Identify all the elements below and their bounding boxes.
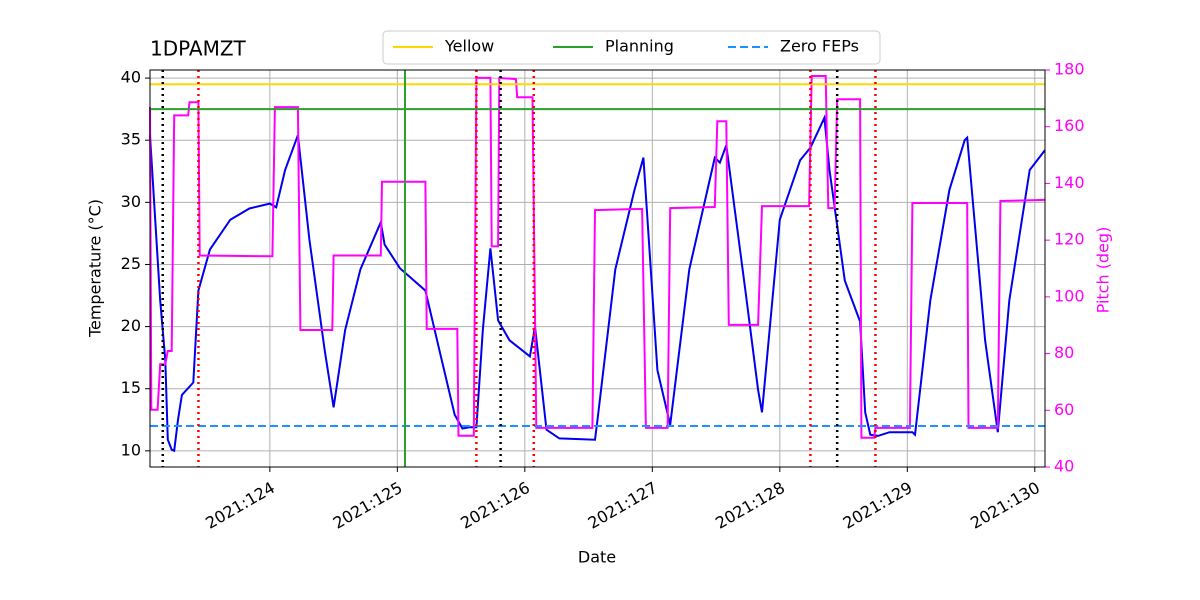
legend-label: Yellow xyxy=(444,37,494,56)
y-tick-label: 25 xyxy=(121,254,141,273)
y2-tick-label: 100 xyxy=(1054,286,1085,305)
legend-label: Zero FEPs xyxy=(780,37,859,56)
legend-box xyxy=(382,30,881,65)
y2-tick-label: 40 xyxy=(1054,457,1074,476)
plot-frame xyxy=(149,69,1046,468)
legend-label: Planning xyxy=(605,37,674,56)
y-tick-label: 35 xyxy=(121,130,141,149)
y2-tick-label: 140 xyxy=(1054,173,1085,192)
x-tick-label: 2021:126 xyxy=(457,478,533,533)
y-tick-label: 15 xyxy=(121,378,141,397)
chart-title: 1DPAMZT xyxy=(150,37,247,61)
y2-axis-label: Pitch (deg) xyxy=(1094,227,1113,314)
x-tick-label: 2021:124 xyxy=(202,478,278,533)
y2-tick-label: 80 xyxy=(1054,343,1074,362)
x-tick-label: 2021:129 xyxy=(840,478,916,533)
x-tick-label: 2021:128 xyxy=(712,478,788,533)
data-line xyxy=(149,75,1046,439)
y2-tick-label: 120 xyxy=(1054,230,1085,249)
y-tick-label: 20 xyxy=(121,316,141,335)
y-tick-label: 10 xyxy=(121,440,141,459)
x-tick-label: 2021:125 xyxy=(330,478,406,533)
y2-tick-label: 180 xyxy=(1054,60,1085,79)
x-axis-label: Date xyxy=(578,548,616,567)
y-tick-label: 30 xyxy=(121,192,141,211)
x-tick-label: 2021:127 xyxy=(585,478,661,533)
y2-tick-label: 60 xyxy=(1054,400,1074,419)
x-tick-label: 2021:130 xyxy=(967,478,1043,533)
y2-tick-label: 160 xyxy=(1054,116,1085,135)
y-axis-label: Temperature (°C) xyxy=(86,199,105,338)
y-tick-label: 40 xyxy=(121,68,141,87)
